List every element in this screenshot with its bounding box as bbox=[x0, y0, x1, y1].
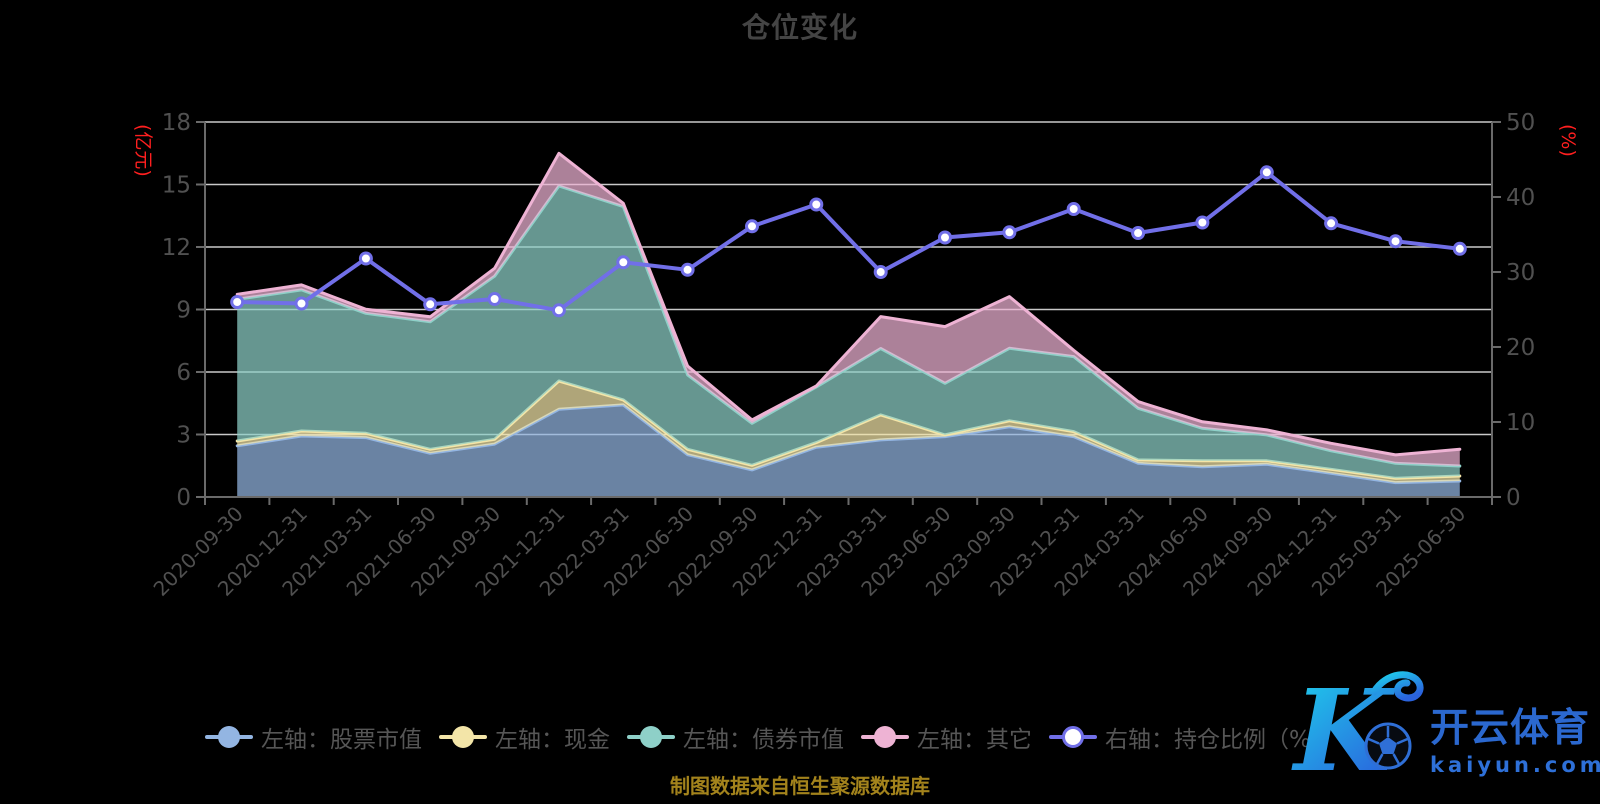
soccer-ball-icon bbox=[1364, 722, 1412, 770]
svg-text:18: 18 bbox=[162, 110, 191, 136]
legend-item-bond[interactable]: 左轴：债券市值 bbox=[627, 720, 844, 754]
svg-text:9: 9 bbox=[176, 298, 191, 324]
axes bbox=[196, 121, 1501, 505]
chart-title: 仓位变化 bbox=[741, 11, 858, 44]
y-axis-right-name: (%) bbox=[1557, 124, 1579, 157]
position-ratio-line bbox=[230, 165, 1467, 318]
stock-series-marker-icon bbox=[205, 725, 253, 749]
svg-text:20: 20 bbox=[1506, 335, 1535, 361]
svg-text:3: 3 bbox=[176, 423, 191, 449]
svg-text:10: 10 bbox=[1506, 410, 1535, 436]
legend-label: 右轴：持仓比例（%） bbox=[1105, 727, 1334, 753]
ratio-series-marker-icon bbox=[1049, 725, 1097, 749]
svg-text:0: 0 bbox=[176, 485, 191, 511]
legend-item-cash[interactable]: 左轴：现金 bbox=[439, 720, 610, 754]
cash-series-marker-icon bbox=[439, 725, 487, 749]
swirl-icon bbox=[1370, 671, 1424, 702]
source-note: 制图数据来自恒生聚源数据库 bbox=[670, 774, 930, 798]
stacked-areas bbox=[235, 151, 1462, 497]
legend-label: 左轴：债券市值 bbox=[683, 727, 844, 753]
legend-item-stock[interactable]: 左轴：股票市值 bbox=[205, 720, 422, 754]
svg-text:6: 6 bbox=[176, 360, 191, 386]
legend-label: 左轴：现金 bbox=[495, 727, 610, 753]
svg-text:12: 12 bbox=[162, 235, 191, 261]
legend-item-position-ratio[interactable]: 右轴：持仓比例（%） bbox=[1049, 720, 1334, 754]
legend: 左轴：股票市值 左轴：现金 左轴：债券市值 左轴：其它 右轴：持仓比例（%） bbox=[205, 720, 1334, 754]
watermark-domain: kaiyun.com bbox=[1430, 753, 1600, 777]
watermark-logo[interactable]: K 开云体育 kaiyun.com bbox=[1288, 664, 1600, 798]
watermark-brand: 开云体育 bbox=[1430, 706, 1590, 751]
svg-text:50: 50 bbox=[1506, 110, 1535, 136]
y-axis-left-name: (亿元) bbox=[132, 124, 154, 177]
legend-item-other[interactable]: 左轴：其它 bbox=[861, 720, 1032, 754]
y-axis-left-labels: 0 3 6 9 12 15 18 bbox=[162, 110, 191, 511]
svg-text:15: 15 bbox=[162, 173, 191, 199]
other-series-marker-icon bbox=[861, 725, 909, 749]
legend-label: 左轴：其它 bbox=[917, 727, 1032, 753]
bond-series-marker-icon bbox=[627, 725, 675, 749]
x-axis-labels: 2020-09-302020-12-312021-03-312021-06-30… bbox=[149, 502, 1471, 601]
legend-label: 左轴：股票市值 bbox=[261, 727, 422, 753]
y-axis-right-labels: 0 10 20 30 40 50 bbox=[1506, 110, 1535, 511]
svg-text:40: 40 bbox=[1506, 185, 1535, 211]
svg-text:30: 30 bbox=[1506, 260, 1535, 286]
svg-text:0: 0 bbox=[1506, 485, 1521, 511]
